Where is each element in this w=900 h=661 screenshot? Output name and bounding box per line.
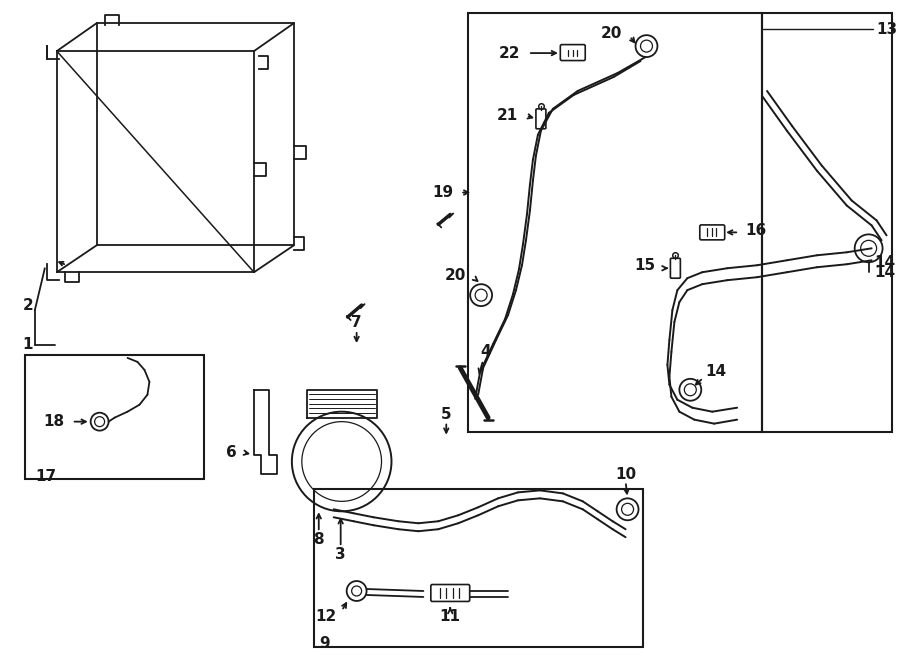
- FancyBboxPatch shape: [700, 225, 725, 240]
- Text: 20: 20: [445, 268, 466, 283]
- Text: 20: 20: [601, 26, 623, 41]
- Text: 21: 21: [497, 108, 518, 124]
- Text: 10: 10: [616, 467, 636, 482]
- Text: 14: 14: [875, 254, 896, 270]
- Text: 1: 1: [22, 338, 33, 352]
- FancyBboxPatch shape: [431, 584, 470, 602]
- Bar: [762, 13, 892, 432]
- Text: 4: 4: [481, 344, 491, 360]
- Text: 14: 14: [875, 264, 896, 280]
- Text: 15: 15: [634, 258, 655, 273]
- FancyBboxPatch shape: [670, 258, 680, 278]
- Text: 6: 6: [226, 445, 237, 460]
- Text: 13: 13: [877, 22, 897, 36]
- Text: 14: 14: [706, 364, 726, 379]
- Text: 8: 8: [313, 531, 324, 547]
- Text: 17: 17: [35, 469, 56, 484]
- FancyBboxPatch shape: [561, 44, 585, 61]
- Text: 22: 22: [499, 46, 520, 61]
- Text: 19: 19: [432, 185, 454, 200]
- Text: 9: 9: [319, 637, 329, 651]
- FancyBboxPatch shape: [536, 109, 546, 129]
- Text: 2: 2: [22, 297, 33, 313]
- Bar: [25, 355, 204, 479]
- Text: 7: 7: [351, 315, 362, 330]
- Text: 18: 18: [43, 414, 65, 429]
- Text: 12: 12: [315, 609, 337, 625]
- Bar: [468, 13, 762, 432]
- Text: 11: 11: [440, 609, 461, 625]
- Text: 5: 5: [441, 407, 452, 422]
- Text: 16: 16: [745, 223, 767, 238]
- Text: 3: 3: [336, 547, 346, 562]
- Bar: [314, 489, 643, 646]
